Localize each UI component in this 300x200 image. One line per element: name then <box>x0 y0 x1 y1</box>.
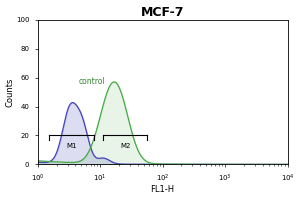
Text: M2: M2 <box>120 143 130 149</box>
Y-axis label: Counts: Counts <box>6 77 15 107</box>
Title: MCF-7: MCF-7 <box>141 6 184 19</box>
Text: M1: M1 <box>66 143 77 149</box>
Text: control: control <box>78 77 105 86</box>
X-axis label: FL1-H: FL1-H <box>151 185 175 194</box>
